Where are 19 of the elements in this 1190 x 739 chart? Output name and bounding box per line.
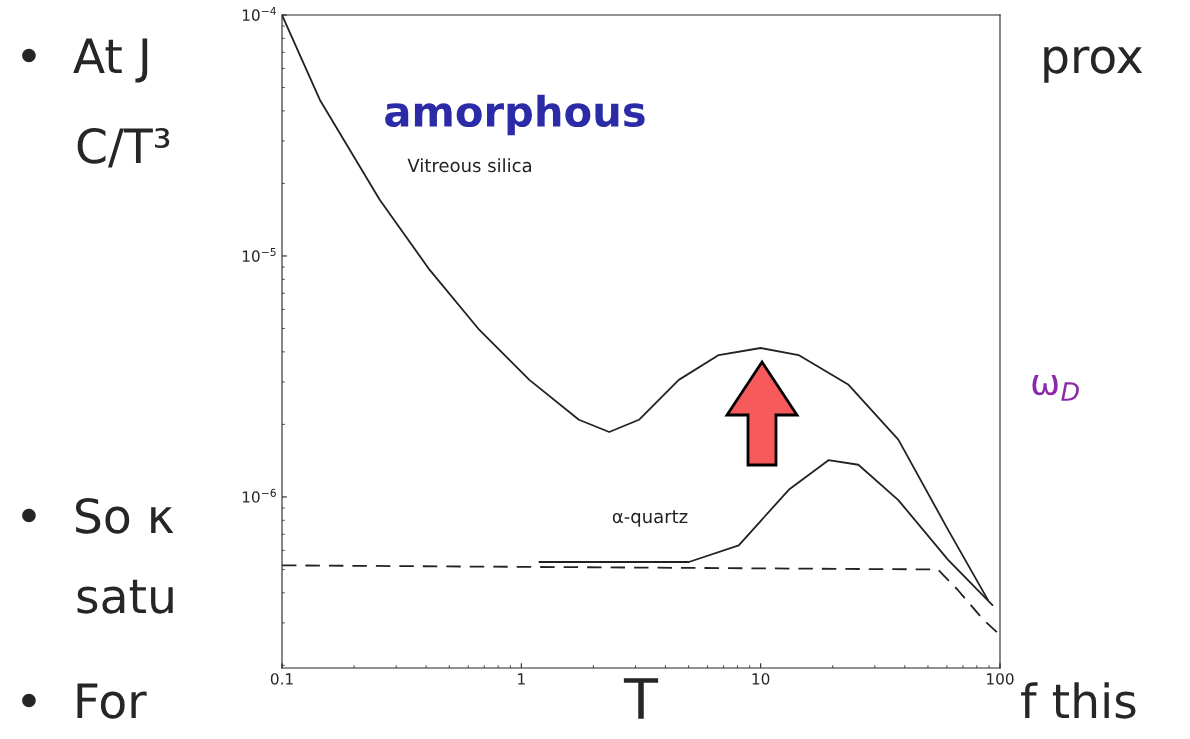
x-axis-title: T <box>623 678 659 719</box>
text: prox <box>1044 46 1143 83</box>
y-tick-label: 10$^{−4}$ <box>242 7 276 21</box>
text: • At J <box>22 38 148 83</box>
y-tick-label: 10$^{−6}$ <box>242 488 276 503</box>
text: f this <box>1021 682 1136 719</box>
annotation: α-quartz <box>612 510 688 527</box>
text: ω$_{D}$ <box>1032 375 1079 401</box>
text: • For <box>22 683 147 719</box>
annotation: Vitreous silica <box>407 158 531 173</box>
annotation: amorphous <box>385 94 645 136</box>
x-tick-label: 100 <box>987 673 1014 685</box>
y-tick-label: 10$^{−5}$ <box>242 248 276 262</box>
text: satu <box>77 579 173 614</box>
x-tick-label: 1 <box>518 673 525 685</box>
x-tick-label: 10 <box>752 673 770 685</box>
x-tick-label: 0.1 <box>270 673 293 685</box>
text: C/T³ <box>77 127 170 168</box>
text: • So κ <box>22 497 174 534</box>
